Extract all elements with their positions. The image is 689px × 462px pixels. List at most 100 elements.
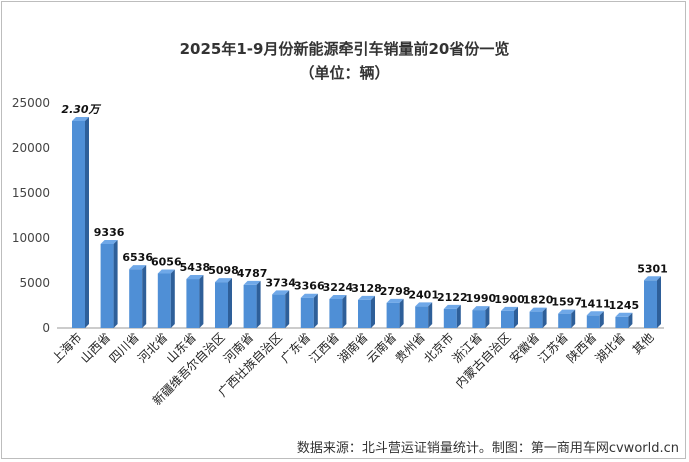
x-tick-label: 贵州省 [392, 330, 427, 365]
x-tick-label: 安徽省 [506, 330, 542, 366]
data-label: 1900 [494, 293, 525, 306]
bar [358, 295, 375, 328]
bar [215, 278, 232, 328]
bar [129, 265, 147, 328]
bar-front [243, 284, 257, 328]
x-tick-label: 山西省 [78, 330, 113, 365]
y-tick-label: 5000 [19, 276, 50, 290]
x-tick-label: 四川省 [106, 330, 141, 365]
bar-top [415, 302, 433, 307]
x-tick-label: 江西省 [307, 330, 342, 365]
x-tick-label: 湖南省 [335, 330, 371, 366]
bar-top [72, 117, 89, 121]
data-label: 1411 [580, 297, 611, 310]
bar [558, 309, 576, 328]
bar-side [228, 278, 232, 328]
bar [415, 302, 433, 328]
x-tick-label: 广东省 [278, 330, 313, 365]
data-label: 2798 [380, 285, 411, 298]
bar-side [371, 295, 375, 328]
bar-front [501, 310, 514, 328]
x-tick-label: 上海市 [49, 330, 85, 366]
bar [472, 306, 490, 328]
data-label: 3366 [294, 280, 325, 293]
data-label: 3224 [323, 281, 354, 294]
bar-side [428, 302, 433, 328]
bar-side [399, 298, 404, 328]
bar [100, 239, 118, 328]
y-axis: 0 5000 10000 15000 20000 25000 [12, 96, 50, 335]
bar-side [628, 312, 633, 328]
bar-side [657, 276, 661, 328]
bar-top [443, 304, 461, 309]
bars [72, 117, 661, 328]
bar-front [386, 302, 400, 328]
bar-side [199, 275, 204, 328]
x-tick-label: 其他 [630, 330, 657, 357]
bar [443, 304, 461, 328]
bar-top [529, 307, 547, 312]
bar-side [599, 311, 604, 328]
bar [386, 298, 404, 328]
bar-front [72, 121, 85, 328]
bar [300, 293, 318, 328]
bar-top [100, 239, 118, 244]
data-label: 5098 [208, 264, 239, 277]
data-label: 3128 [351, 282, 382, 295]
bar-front [472, 310, 486, 328]
x-tick-label: 湖北省 [592, 330, 628, 366]
bar-side [285, 290, 290, 328]
bar-side [170, 269, 175, 328]
x-tick-label: 云南省 [363, 330, 399, 366]
bar-top [358, 295, 375, 300]
bar-top [472, 306, 490, 311]
y-tick-label: 25000 [12, 96, 50, 110]
data-label: 9336 [94, 226, 125, 239]
x-tick-label: 江苏省 [535, 330, 570, 365]
bar-side [256, 280, 261, 328]
bar [329, 294, 347, 328]
bar-front [215, 282, 228, 328]
data-label: 2401 [408, 288, 439, 301]
bar [272, 290, 290, 328]
bar-front [586, 315, 600, 328]
bar-top [243, 280, 261, 285]
bar-front [415, 306, 429, 328]
bar-top [586, 311, 604, 316]
chart-subtitle: （单位：辆） [299, 64, 390, 82]
data-label: 6056 [151, 255, 182, 268]
data-label: 1597 [551, 296, 582, 309]
bar [186, 275, 204, 328]
bar-top [215, 278, 232, 283]
bar-top [186, 275, 204, 280]
bar-top [501, 306, 518, 311]
bar-front [129, 269, 143, 328]
data-label: 2.30万 [61, 103, 101, 116]
bar-front [329, 298, 343, 328]
bar-side [142, 265, 147, 328]
y-tick-label: 20000 [12, 141, 50, 155]
bar-top [558, 309, 576, 314]
bar-side [514, 306, 518, 328]
x-axis: 上海市山西省四川省河北省山东省新疆维吾尔自治区河南省广西壮族自治区广东省江西省湖… [49, 330, 657, 408]
bar-front [100, 243, 114, 328]
bar-front [300, 297, 314, 328]
bar-top [644, 276, 661, 281]
bar-front [272, 294, 286, 328]
x-tick-label: 陕西省 [563, 330, 599, 366]
y-tick-label: 15000 [12, 186, 50, 200]
bar [501, 306, 518, 328]
data-label: 3734 [265, 276, 296, 289]
bar [529, 307, 547, 328]
data-source-note: 数据来源：北斗营运证销量统计。制图：第一商用车网cvworld.cn [296, 441, 679, 456]
bar [72, 117, 89, 328]
bar-side [542, 307, 547, 328]
bar-front [157, 273, 171, 328]
bar-front [644, 280, 657, 328]
bar-side [485, 306, 490, 328]
x-tick-label: 北京市 [420, 330, 456, 366]
bar [243, 280, 261, 328]
bar-front [186, 279, 200, 328]
bar-side [571, 309, 576, 328]
